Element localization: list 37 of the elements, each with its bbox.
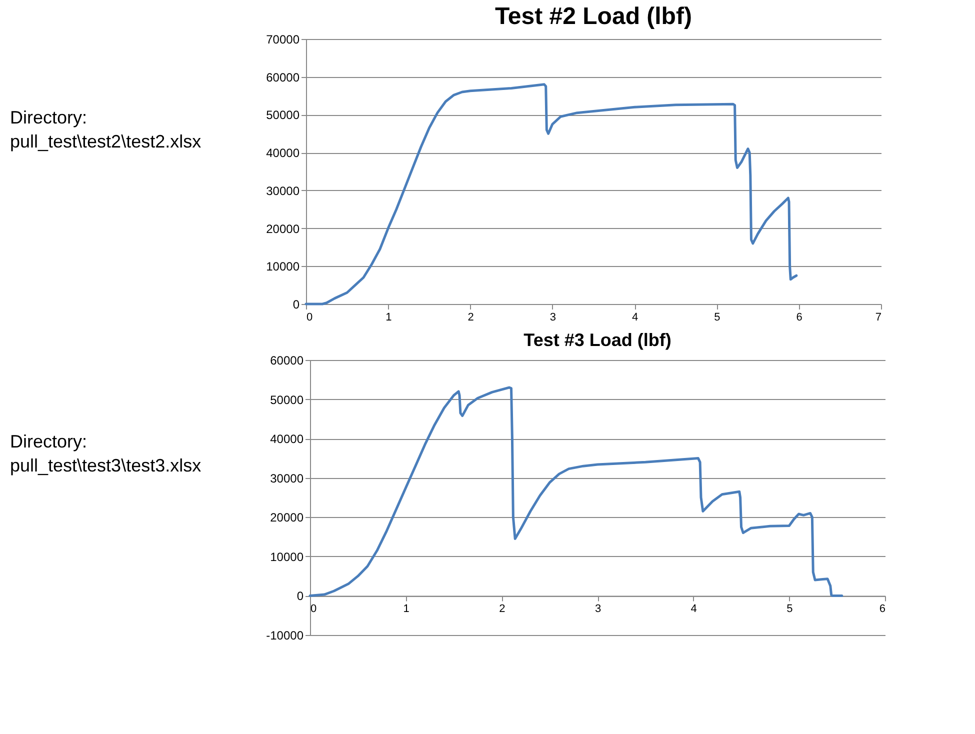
y-tick-label: 50000 bbox=[266, 108, 300, 122]
x-tick-label: 4 bbox=[690, 603, 697, 616]
y-tick-label: 20000 bbox=[266, 222, 300, 236]
x-tick-label: 0 bbox=[310, 603, 317, 616]
y-tick-label: -10000 bbox=[266, 628, 304, 642]
y-tick-label: 60000 bbox=[270, 354, 304, 368]
text: Directory: pull_test\test3\test3.xlsx bbox=[10, 432, 202, 476]
x-tick-label: 2 bbox=[499, 603, 506, 616]
chart-title: Test #3 Load (lbf) bbox=[524, 330, 672, 350]
y-tick-label: 70000 bbox=[266, 32, 300, 46]
y-tick-label: 40000 bbox=[266, 146, 300, 160]
y-tick-label: 60000 bbox=[266, 70, 300, 84]
x-tick-label: 1 bbox=[403, 603, 410, 616]
y-tick-label: 0 bbox=[296, 589, 304, 604]
x-tick-label: 4 bbox=[632, 312, 638, 324]
x-tick-label: 5 bbox=[714, 312, 720, 324]
x-tick-label: 6 bbox=[796, 312, 802, 324]
x-tick-label: 6 bbox=[879, 603, 886, 616]
y-tick-label: 20000 bbox=[270, 510, 304, 525]
x-tick-label: 0 bbox=[306, 312, 313, 324]
text: Directory: pull_test\test2\test2.xlsx bbox=[10, 108, 202, 152]
line-series bbox=[308, 386, 844, 597]
x-tick-label: 1 bbox=[386, 312, 392, 324]
x-tick-label: 3 bbox=[550, 312, 556, 324]
chart-title: Test #2 Load (lbf) bbox=[495, 3, 692, 30]
x-tick-label: 7 bbox=[875, 312, 882, 324]
line-series bbox=[304, 83, 798, 306]
x-tick-label: 2 bbox=[468, 312, 474, 324]
y-tick-label: 30000 bbox=[270, 471, 304, 486]
x-tick-label: 5 bbox=[786, 603, 793, 616]
y-tick-label: 10000 bbox=[270, 550, 304, 564]
y-tick-label: 50000 bbox=[270, 392, 304, 407]
y-tick-label: 30000 bbox=[266, 184, 300, 198]
x-tick-label: 3 bbox=[594, 603, 602, 616]
y-tick-label: 10000 bbox=[266, 260, 300, 274]
y-tick-label: 40000 bbox=[270, 432, 304, 446]
y-tick-label: 0 bbox=[292, 298, 300, 312]
